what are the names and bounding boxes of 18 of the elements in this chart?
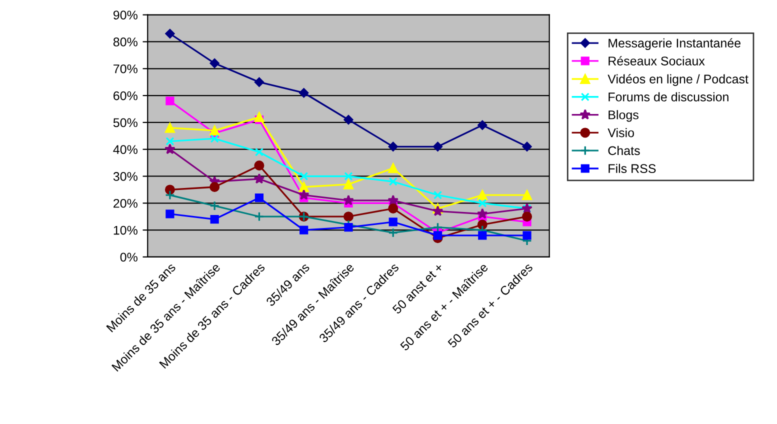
legend-label: Réseaux Sociaux: [608, 56, 705, 66]
y-tick-label: 30%: [113, 172, 138, 181]
legend-label: Blogs: [608, 110, 638, 122]
y-tick-label: 10%: [114, 226, 138, 235]
y-tick-label: 20%: [114, 198, 138, 208]
y-tick-label: 50%: [113, 118, 138, 128]
y-tick-label: 70%: [114, 64, 138, 74]
legend-label: Vidéos en ligne / Podcast: [608, 74, 748, 86]
y-tick-label: 40%: [113, 145, 138, 154]
legend-label: Forums de discussion: [608, 92, 728, 102]
legend-label: Chats: [608, 146, 640, 156]
legend-label: Messagerie Instantanée: [608, 38, 740, 50]
legend-label: Fils RSS: [608, 164, 656, 173]
y-tick-label: 90%: [113, 10, 138, 20]
y-tick-label: 80%: [113, 38, 138, 46]
y-tick-label: 0%: [120, 252, 138, 262]
legend-label: Visio: [608, 128, 634, 138]
y-tick-label: 60%: [114, 91, 138, 100]
